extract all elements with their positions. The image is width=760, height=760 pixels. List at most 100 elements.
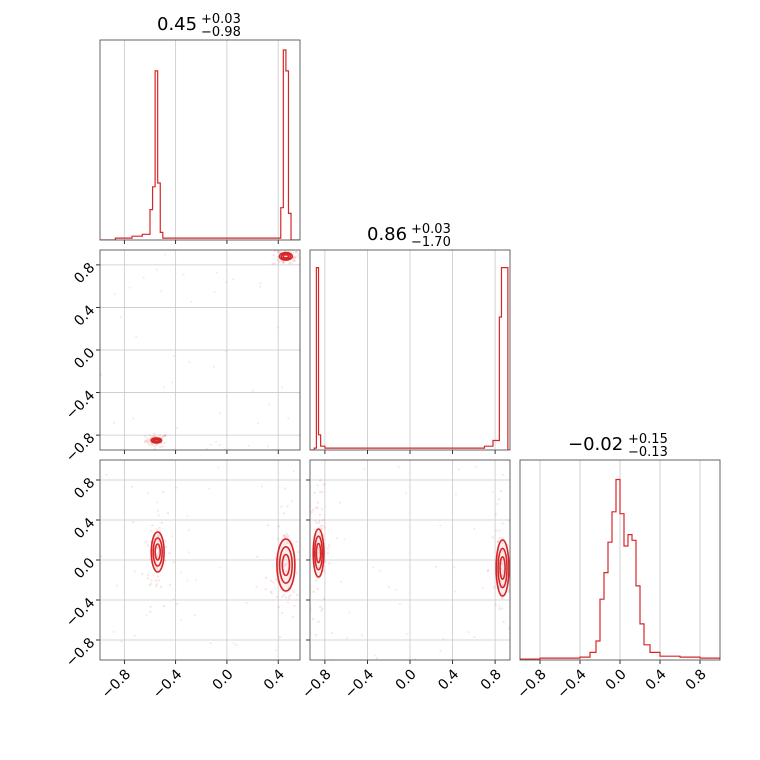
p21-contour-3 (153, 438, 160, 443)
p31-sample-point (146, 577, 150, 580)
hist-panel-param-2 (309, 249, 511, 454)
p31-sample-point (219, 566, 222, 569)
p31-sample-point (288, 594, 291, 598)
p32-sample-point (442, 637, 445, 640)
p21-sample-point (293, 259, 297, 262)
p31-sample-point (172, 560, 175, 564)
p32-sample-point (501, 473, 505, 477)
p31-sample-point (312, 573, 314, 575)
p31-sample-point (148, 583, 152, 587)
p32-sample-point (512, 537, 514, 539)
p32-sample-point (318, 490, 322, 494)
p32-sample-point (320, 609, 323, 612)
p32-sample-point (492, 586, 496, 589)
p33-x-tick-label: −0.8 (514, 666, 549, 701)
title-3-upper: +0.15 (628, 432, 668, 447)
title-param-2: 0.86 +0.03 −1.70 (367, 222, 451, 250)
p32-sample-point (375, 657, 379, 660)
p21-sample-point (215, 271, 218, 275)
p21-sample-point (112, 421, 116, 424)
p32-sample-point (322, 518, 326, 521)
p32-sample-point (491, 490, 494, 494)
p31-y-tick-label: 0.8 (71, 475, 98, 502)
p32-sample-point (321, 508, 324, 511)
p32-sample-point (486, 569, 489, 573)
p21-sample-point (173, 355, 176, 358)
p32-sample-point (499, 579, 503, 583)
p31-sample-point (255, 585, 258, 588)
p32-sample-point (454, 493, 458, 496)
p21-sample-point (282, 261, 286, 264)
p21-sample-point (155, 444, 158, 447)
p21-sample-point (292, 251, 295, 254)
p21-sample-point (148, 440, 151, 443)
p31-sample-point (131, 520, 135, 524)
p32-sample-point (321, 519, 325, 522)
p31-sample-point (154, 579, 158, 582)
p32-sample-point (497, 498, 501, 501)
p31-contour-2 (278, 545, 293, 584)
p32-sample-point (317, 551, 320, 555)
p21-contour-3 (282, 254, 290, 259)
p32-sample-point (335, 536, 338, 539)
p31-sample-point (284, 563, 288, 566)
p21-contour-1 (278, 251, 294, 262)
p31-sample-point (283, 564, 286, 567)
p32-sample-point (397, 466, 400, 469)
title-param-1: 0.45 +0.03 −0.98 (157, 12, 241, 40)
scatter-panel-param-3-vs-2: −0.8 −0.4 0.0 0.4 0.8 (299, 459, 514, 702)
p32-x-tick-label: 0.4 (435, 666, 462, 693)
p32-sample-point (372, 566, 375, 569)
p32-sample-point (405, 632, 409, 636)
p31-sample-point (151, 524, 154, 527)
p32-x-tick-label: −0.8 (299, 666, 334, 701)
p31-x-tick-label: −0.4 (150, 666, 185, 701)
title-3-lower: −0.13 (628, 445, 668, 460)
p32-x-tick-label: 0.0 (393, 666, 420, 693)
p32-sample-point (315, 633, 318, 637)
p31-sample-point (305, 536, 307, 538)
p32-sample-point (343, 538, 346, 541)
p32-sample-point (398, 602, 401, 605)
p31-x-tick-label: 0.0 (210, 666, 237, 693)
p21-sample-point (212, 365, 215, 368)
p31-sample-point (162, 490, 165, 494)
p31-sample-point (112, 630, 115, 633)
p31-sample-point (281, 595, 284, 599)
p31-sample-point (292, 470, 295, 473)
title-2-value: 0.86 (367, 224, 407, 245)
p31-sample-point (141, 572, 144, 576)
p32-sample-point (473, 635, 476, 639)
p31-sample-point (264, 576, 268, 580)
p32-sample-point (439, 524, 442, 527)
p21-sample-point (190, 300, 193, 303)
p32-sample-point (454, 590, 457, 593)
p31-sample-point (133, 634, 137, 637)
p21-y-tick-label: −0.4 (63, 387, 98, 422)
p21-sample-point (155, 268, 158, 271)
p31-sample-point (260, 485, 263, 488)
p31-sample-point (280, 611, 284, 615)
p21-sample-point (162, 434, 165, 438)
p32-sample-point (320, 490, 324, 494)
p32-sample-point (501, 583, 505, 587)
p31-sample-point (156, 546, 159, 550)
p21-sample-point (287, 250, 290, 253)
p21-y-tick-label: 0.8 (71, 260, 98, 287)
p31-sample-point (277, 537, 280, 541)
p31-sample-point (146, 492, 150, 495)
p31-sample-point (180, 618, 183, 622)
p31-sample-point (295, 540, 298, 543)
p21-sample-point (251, 389, 254, 392)
p31-y-tick-label: 0.0 (71, 555, 98, 582)
p31-sample-point (305, 505, 307, 507)
p32-sample-point (496, 540, 500, 543)
p21-sample-point (159, 445, 162, 449)
p32-sample-point (316, 587, 319, 591)
p31-sample-point (287, 597, 291, 600)
p32-sample-point (318, 513, 322, 516)
hist-panel-param-3: −0.8 −0.4 0.0 0.4 0.8 (514, 459, 721, 702)
p21-sample-point (225, 281, 228, 284)
panel-frame (309, 249, 511, 451)
